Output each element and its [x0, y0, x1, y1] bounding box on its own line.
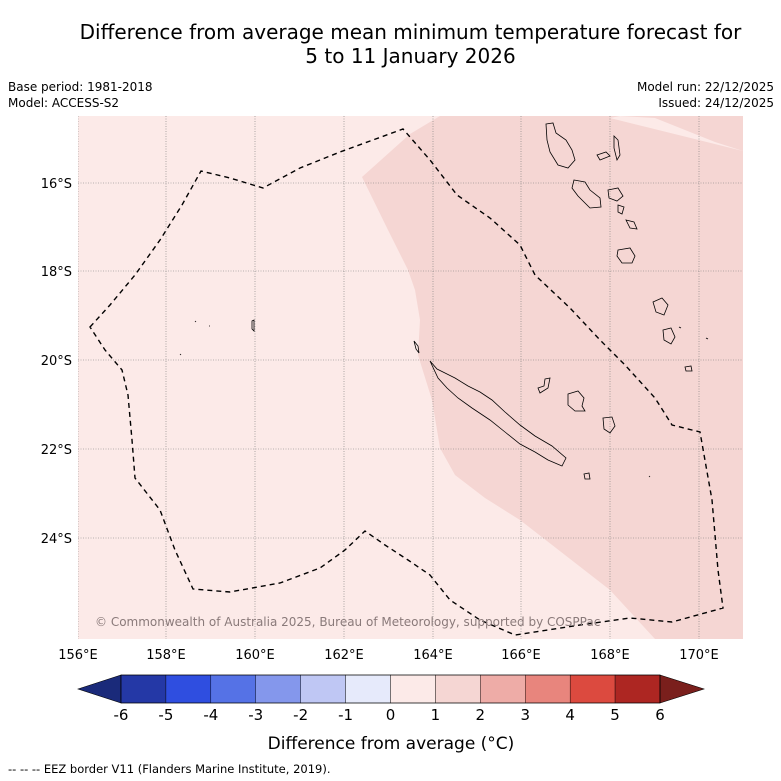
- colorbar-outline: [120, 674, 661, 704]
- colorbar-cell: [210, 674, 256, 704]
- copyright-notice: © Commonwealth of Australia 2025, Bureau…: [95, 615, 600, 629]
- colorbar-tick-label: 6: [655, 706, 665, 724]
- island-walpole: [648, 475, 651, 478]
- island-efate: [616, 247, 636, 264]
- colorbar-cell: [255, 674, 301, 704]
- lon-tick-164e: 164°E: [413, 648, 453, 663]
- island-lifou: [567, 390, 586, 412]
- island-maewo: [613, 135, 621, 162]
- colorbar-cell: [614, 674, 661, 704]
- lat-tick-24s: 24°S: [41, 532, 72, 547]
- warm-anomaly-region: [362, 116, 743, 639]
- lon-tick-158e: 158°E: [146, 648, 186, 663]
- colorbar-cell: [345, 674, 391, 704]
- lat-tick-18s: 18°S: [41, 265, 72, 280]
- colorbar-tick-label: 2: [476, 706, 486, 724]
- island-chesterfield: [251, 319, 255, 332]
- lat-tick-22s: 22°S: [41, 443, 72, 458]
- island-aneityum: [684, 365, 693, 372]
- issued-date: Issued: 24/12/2025: [658, 96, 774, 110]
- colorbar-cell: [435, 674, 481, 704]
- title-line-2: 5 to 11 January 2026: [305, 44, 516, 68]
- colorbar-cell: [300, 674, 346, 704]
- lat-tick-20s: 20°S: [41, 354, 72, 369]
- lat-tick-16s: 16°S: [41, 177, 72, 192]
- colorbar-tick-label: 1: [431, 706, 441, 724]
- lon-tick-162e: 162°E: [324, 648, 364, 663]
- colorbar-tick-label: -3: [248, 706, 263, 724]
- title-line-1: Difference from average mean minimum tem…: [79, 20, 742, 44]
- island-erromango: [652, 297, 669, 316]
- eez-footnote: -- -- -- EEZ border V11 (Flanders Marine…: [8, 762, 331, 776]
- reef-1: [194, 320, 197, 323]
- island-shepherd: [625, 219, 638, 230]
- meta-right: Model run: 22/12/2025 Issued: 24/12/2025: [637, 79, 774, 111]
- colorbar-cell: [120, 674, 167, 704]
- island-espiritu-santo: [545, 122, 576, 169]
- island-ouvea: [537, 377, 551, 394]
- colorbar-tick-label: -5: [158, 706, 173, 724]
- colorbar-cell: [480, 674, 526, 704]
- colorbar-label: Difference from average (°C): [268, 734, 515, 754]
- colorbar-tick-label: -2: [293, 706, 308, 724]
- meta-left: Base period: 1981-2018 Model: ACCESS-S2: [8, 79, 153, 111]
- island-mare: [602, 416, 616, 434]
- island-tanna: [662, 327, 676, 345]
- colorbar: -6 -5 -4 -3 -2 -1 0 1 2 3 4 5 6: [77, 674, 705, 724]
- longitude-gridlines: [78, 116, 700, 639]
- colorbar-tick-label: -6: [114, 706, 129, 724]
- colorbar-tick-label: -1: [338, 706, 353, 724]
- lon-tick-160e: 160°E: [235, 648, 275, 663]
- eez-border: [89, 128, 724, 636]
- colorbar-cell: [525, 674, 571, 704]
- lon-tick-168e: 168°E: [590, 648, 630, 663]
- colorbar-cell: [165, 674, 212, 704]
- lon-tick-166e: 166°E: [501, 648, 541, 663]
- island-belep: [413, 340, 420, 354]
- colorbar-high-extend: [659, 674, 705, 704]
- model-name: Model: ACCESS-S2: [8, 96, 120, 110]
- island-ambae: [596, 151, 611, 161]
- colorbar-tick-label: 3: [520, 706, 530, 724]
- colorbar-tick-label: 4: [565, 706, 575, 724]
- colorbar-tick-label: -4: [203, 706, 218, 724]
- island-pentecost: [607, 187, 624, 202]
- island-malekula: [571, 179, 602, 209]
- new-caledonia-coastline: [429, 360, 567, 467]
- model-run: Model run: 22/12/2025: [636, 80, 774, 94]
- colorbar-cell: [390, 674, 436, 704]
- colorbar-low-extend: [77, 674, 122, 704]
- latitude-gridlines: [78, 182, 743, 539]
- island-pines: [583, 472, 591, 480]
- lon-tick-156e: 156°E: [58, 648, 98, 663]
- colorbar-tick-label: 5: [610, 706, 620, 724]
- reef-3: [179, 353, 182, 356]
- lon-tick-170e: 170°E: [679, 648, 719, 663]
- island-epi: [617, 204, 625, 215]
- colorbar-tick-label: 0: [386, 706, 396, 724]
- island-aniwa: [678, 326, 682, 329]
- island-futuna: [705, 337, 709, 340]
- base-period: Base period: 1981-2018: [8, 80, 153, 94]
- colorbar-cell: [569, 674, 616, 704]
